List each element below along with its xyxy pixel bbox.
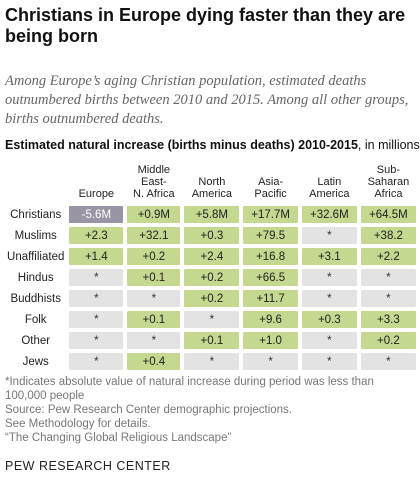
value-cell: +16.8 bbox=[243, 248, 298, 265]
value-cell: +32.6M bbox=[301, 206, 357, 223]
table-row: Unaffiliated +1.4 +0.2 +2.4 +16.8 +3.1 +2.2 bbox=[6, 248, 416, 265]
row-label: Unaffiliated bbox=[7, 250, 65, 263]
value-cell: +64.5M bbox=[360, 206, 416, 223]
value-cell: +79.5 bbox=[243, 227, 298, 244]
header-row: Europe Middle East- N. Africa North Americ… bbox=[6, 164, 416, 202]
value-cell: +38.2 bbox=[360, 227, 416, 244]
value-cell: +0.3 bbox=[301, 311, 357, 328]
column-header-north-america: North America bbox=[191, 176, 233, 200]
value-cell: * bbox=[69, 290, 124, 307]
value-cell: +11.7 bbox=[243, 290, 298, 307]
table-row: Folk * +0.1 * +9.6 +0.3 +3.3 bbox=[6, 311, 416, 328]
page-title: Christians in Europe dying faster than t… bbox=[5, 5, 406, 46]
row-label: Folk bbox=[24, 313, 47, 326]
value-cell: +9.6 bbox=[243, 311, 298, 328]
value-cell: * bbox=[127, 332, 181, 349]
footnote-asterisk: *Indicates absolute value of natural inc… bbox=[5, 376, 374, 402]
value-cell: * bbox=[69, 353, 124, 370]
value-cell: +0.2 bbox=[127, 248, 181, 265]
value-cell: * bbox=[184, 311, 240, 328]
table-row: Buddhists * * +0.2 +11.7 * * bbox=[6, 290, 416, 307]
value-cell: * bbox=[69, 311, 124, 328]
value-cell: +0.1 bbox=[127, 269, 181, 286]
footnotes: *Indicates absolute value of natural inc… bbox=[5, 375, 410, 445]
subtitle: Among Europe’s aging Christian populatio… bbox=[5, 73, 409, 127]
column-header-europe: Europe bbox=[78, 188, 115, 200]
column-header-middle-east-n-africa: Middle East- N. Africa bbox=[133, 164, 175, 200]
value-cell: * bbox=[360, 290, 416, 307]
value-cell: * bbox=[69, 269, 124, 286]
value-cell: * bbox=[301, 353, 357, 370]
column-header-latin-america: Latin America bbox=[309, 176, 350, 200]
value-cell: * bbox=[360, 353, 416, 370]
value-cell: +66.5 bbox=[243, 269, 298, 286]
value-cell: +0.4 bbox=[127, 353, 181, 370]
caption-bold: Estimated natural increase (births minus… bbox=[5, 138, 358, 152]
row-label: Jews bbox=[22, 355, 49, 368]
row-label: Other bbox=[21, 334, 51, 347]
value-cell: +0.1 bbox=[127, 311, 181, 328]
column-header-asia-pacific: Asia- Pacific bbox=[254, 176, 287, 200]
value-cell: +0.1 bbox=[184, 332, 240, 349]
brand-footer: PEW RESEARCH CENTER bbox=[5, 459, 171, 473]
natural-increase-table: Europe Middle East- N. Africa North Americ… bbox=[2, 160, 420, 374]
value-cell: * bbox=[301, 227, 357, 244]
value-cell: * bbox=[301, 290, 357, 307]
value-cell: * bbox=[360, 269, 416, 286]
value-cell: -5.6M bbox=[69, 206, 124, 223]
footnote-methodology: See Methodology for details. bbox=[5, 418, 151, 430]
column-header-sub-saharan-africa: Sub-Saharan Africa bbox=[367, 164, 410, 200]
value-cell: +32.1 bbox=[127, 227, 181, 244]
table-body: Christians -5.6M +0.9M +5.8M +17.7M +32.6M +64… bbox=[6, 206, 416, 370]
value-cell: * bbox=[243, 353, 298, 370]
value-cell: +1.0 bbox=[243, 332, 298, 349]
value-cell: +2.3 bbox=[69, 227, 124, 244]
value-cell: +17.7M bbox=[243, 206, 298, 223]
value-cell: +2.4 bbox=[184, 248, 240, 265]
value-cell: * bbox=[301, 332, 357, 349]
table-row: Christians -5.6M +0.9M +5.8M +17.7M +32.6M +64… bbox=[6, 206, 416, 223]
value-cell: +1.4 bbox=[69, 248, 124, 265]
row-label: Muslims bbox=[14, 229, 57, 242]
footnote-report: “The Changing Global Religious Landscape… bbox=[5, 432, 232, 444]
row-label: Buddhists bbox=[10, 292, 61, 305]
value-cell: * bbox=[184, 353, 240, 370]
table-row: Other * * +0.1 +1.0 * +0.2 bbox=[6, 332, 416, 349]
row-label: Christians bbox=[10, 208, 62, 221]
value-cell: +0.9M bbox=[127, 206, 181, 223]
row-label: Hindus bbox=[17, 271, 54, 284]
value-cell: +0.2 bbox=[360, 332, 416, 349]
value-cell: +0.3 bbox=[184, 227, 240, 244]
value-cell: +0.2 bbox=[184, 290, 240, 307]
table-row: Jews * +0.4 * * * * bbox=[6, 353, 416, 370]
table-row: Muslims +2.3 +32.1 +0.3 +79.5 * +38.2 bbox=[6, 227, 416, 244]
table-row: Hindus * +0.1 +0.2 +66.5 * * bbox=[6, 269, 416, 286]
caption-units: , in millions bbox=[357, 138, 420, 152]
value-cell: +0.2 bbox=[184, 269, 240, 286]
corner-cell bbox=[6, 164, 65, 202]
table-caption: Estimated natural increase (births minus… bbox=[5, 138, 420, 152]
value-cell: * bbox=[301, 269, 357, 286]
value-cell: +3.1 bbox=[301, 248, 357, 265]
value-cell: * bbox=[69, 332, 124, 349]
footnote-source: Source: Pew Research Center demographic … bbox=[5, 404, 293, 416]
value-cell: +5.8M bbox=[184, 206, 240, 223]
value-cell: +3.3 bbox=[360, 311, 416, 328]
value-cell: * bbox=[127, 290, 181, 307]
value-cell: +2.2 bbox=[360, 248, 416, 265]
